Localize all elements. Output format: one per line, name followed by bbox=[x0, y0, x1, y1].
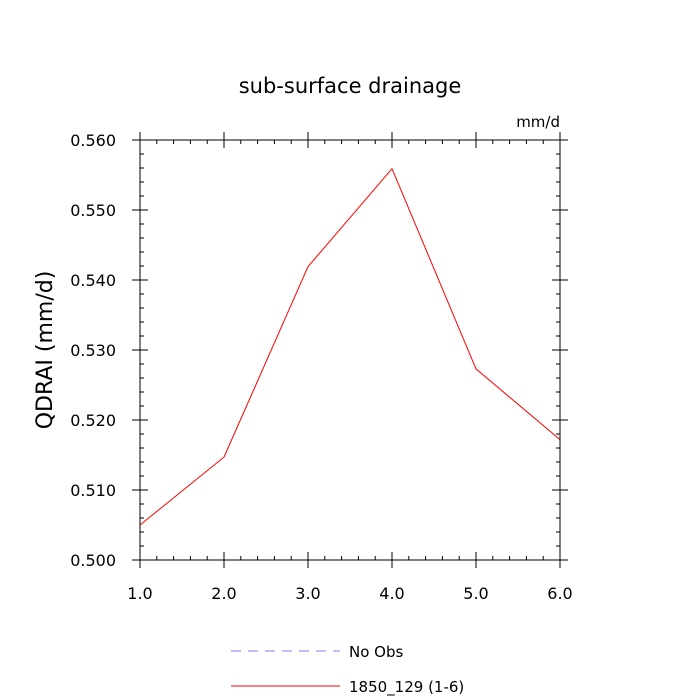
units-label: mm/d bbox=[516, 113, 560, 131]
legend-label: 1850_129 (1-6) bbox=[349, 678, 464, 697]
y-tick-label: 0.530 bbox=[70, 341, 116, 360]
legend-label: No Obs bbox=[349, 643, 403, 661]
y-tick-label: 0.510 bbox=[70, 481, 116, 500]
x-tick-label: 5.0 bbox=[463, 584, 488, 603]
x-tick-label: 4.0 bbox=[379, 584, 404, 603]
y-tick-label: 0.540 bbox=[70, 271, 116, 290]
x-tick-label: 2.0 bbox=[211, 584, 236, 603]
tick-labels: 1.0 2.0 3.0 4.0 5.0 6.0 0.500 0.510 0.520 0.530 0.… bbox=[70, 131, 573, 603]
y-tick-label: 0.550 bbox=[70, 201, 116, 220]
series-line-1 bbox=[139, 167, 561, 526]
chart-title: sub-surface drainage bbox=[239, 74, 462, 98]
x-tick-label: 3.0 bbox=[295, 584, 320, 603]
y-tick-label: 0.500 bbox=[70, 551, 116, 570]
axis-ticks bbox=[132, 132, 568, 568]
x-tick-label: 6.0 bbox=[547, 584, 572, 603]
x-tick-label: 1.0 bbox=[127, 584, 152, 603]
y-tick-label: 0.520 bbox=[70, 411, 116, 430]
legend: No Obs 1850_129 (1-6) bbox=[231, 643, 464, 697]
y-tick-label: 0.560 bbox=[70, 131, 116, 150]
series-layer bbox=[139, 167, 561, 526]
plot-frame bbox=[139, 139, 561, 561]
y-axis-label: QDRAI (mm/d) bbox=[33, 271, 58, 430]
